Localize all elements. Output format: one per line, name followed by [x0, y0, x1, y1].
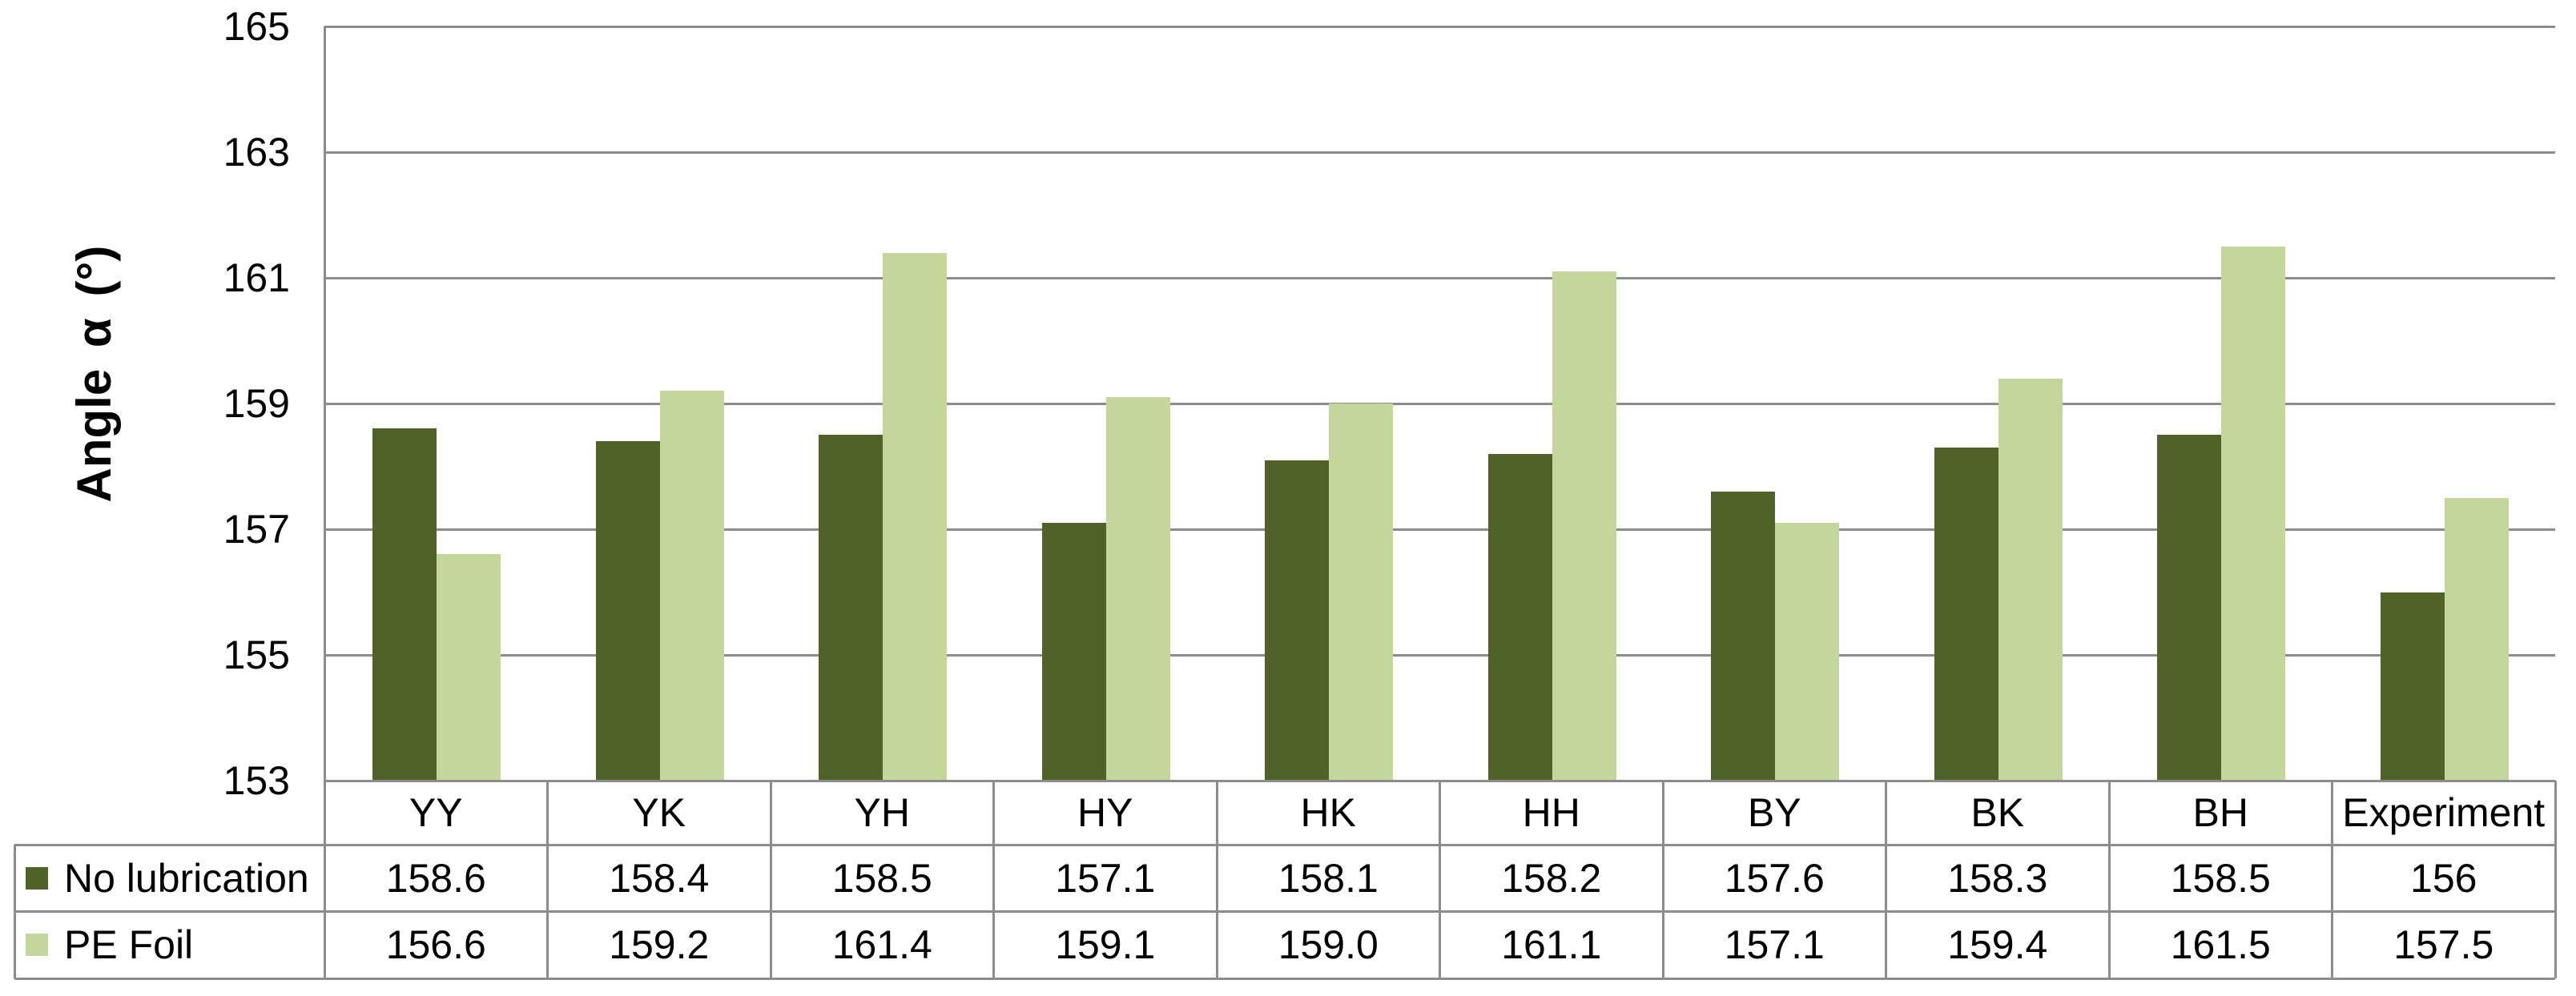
bar-pe-foil-yk: [659, 391, 724, 781]
table-value-cell: 158.2: [1501, 855, 1602, 901]
table-border-horizontal: [14, 977, 2555, 980]
gridline: [324, 25, 2555, 28]
table-column-divider: [1885, 781, 1887, 978]
gridline: [324, 151, 2555, 154]
category-header-cell: HK: [1300, 790, 1356, 835]
bar-no-lubrication-bh: [2157, 435, 2221, 781]
bar-no-lubrication-hh: [1487, 453, 1552, 781]
y-tick-label: 153: [223, 758, 290, 803]
table-value-cell: 157.6: [1724, 855, 1825, 901]
bar-pe-foil-hh: [1552, 271, 1616, 781]
table-border-right: [2554, 781, 2557, 978]
bar-no-lubrication-yh: [819, 435, 883, 781]
gridline: [324, 528, 2555, 531]
bar-no-lubrication-bk: [1934, 447, 1998, 781]
bar-no-lubrication-hk: [1265, 460, 1329, 781]
series-label-pe-foil: PE Foil: [14, 911, 324, 978]
category-header-cell: YK: [632, 790, 686, 835]
bar-pe-foil-yh: [883, 252, 947, 781]
y-tick-label: 155: [223, 633, 290, 677]
bar-pe-foil-hy: [1105, 397, 1170, 781]
series-name: No lubrication: [64, 855, 309, 901]
gridline: [324, 276, 2555, 279]
table-value-cell: 159.4: [1947, 922, 2048, 967]
table-value-cell: 159.1: [1055, 922, 1156, 967]
y-tick-label: 157: [223, 507, 290, 552]
series-label-no-lubrication: No lubrication: [14, 845, 324, 911]
bar-pe-foil-bh: [2221, 246, 2285, 781]
table-value-cell: 159.0: [1278, 922, 1379, 967]
table-column-divider: [769, 781, 772, 978]
bar-no-lubrication-by: [1711, 491, 1775, 781]
legend-key-pe-foil-icon: [26, 934, 48, 956]
bar-pe-foil-by: [1775, 523, 1839, 781]
table-border-left: [13, 845, 16, 978]
category-header-cell: HY: [1077, 790, 1133, 835]
table-value-cell: 156: [2410, 855, 2477, 901]
y-tick-label: 159: [223, 381, 290, 426]
table-column-divider: [2331, 781, 2333, 978]
table-value-cell: 159.2: [609, 922, 710, 967]
bar-no-lubrication-experiment: [2380, 592, 2445, 781]
category-header-cell: BY: [1747, 790, 1801, 835]
table-column-divider: [992, 781, 995, 978]
table-value-cell: 161.1: [1501, 922, 1602, 967]
bar-pe-foil-yy: [437, 554, 501, 781]
category-header-cell: BK: [1970, 790, 2025, 835]
bar-no-lubrication-yy: [372, 428, 437, 781]
table-value-cell: 158.1: [1278, 855, 1379, 901]
gridline: [324, 402, 2555, 405]
category-header-cell: HH: [1522, 790, 1580, 835]
y-tick-label: 165: [223, 4, 290, 49]
table-column-divider: [546, 781, 549, 978]
table-value-cell: 157.1: [1724, 922, 1825, 967]
table-column-divider: [1661, 781, 1664, 978]
category-header-cell: Experiment: [2342, 790, 2546, 835]
y-axis-title: Angle α (°): [67, 245, 121, 503]
table-value-cell: 158.5: [831, 855, 932, 901]
table-border-horizontal: [14, 910, 2555, 913]
table-column-divider: [1215, 781, 1218, 978]
y-tick-label: 163: [223, 130, 290, 175]
series-name: PE Foil: [64, 922, 194, 967]
table-value-cell: 156.6: [385, 922, 486, 967]
category-header-cell: YH: [854, 790, 910, 835]
table-value-cell: 157.5: [2393, 922, 2494, 967]
table-value-cell: 158.3: [1947, 855, 2048, 901]
table-value-cell: 157.1: [1055, 855, 1156, 901]
bar-pe-foil-bk: [1998, 378, 2063, 781]
y-axis-line: [323, 26, 326, 978]
category-header-cell: YY: [409, 790, 463, 835]
bar-no-lubrication-yk: [595, 441, 660, 781]
bar-pe-foil-experiment: [2444, 497, 2509, 781]
table-value-cell: 158.6: [385, 855, 486, 901]
table-border-horizontal: [14, 843, 2555, 846]
table-value-cell: 158.5: [2170, 855, 2271, 901]
table-column-divider: [2107, 781, 2111, 978]
gridline: [324, 653, 2555, 657]
table-value-cell: 161.5: [2170, 922, 2271, 967]
category-header-cell: BH: [2192, 790, 2248, 835]
y-tick-label: 161: [223, 255, 290, 300]
legend-key-no-lubrication-icon: [26, 866, 48, 890]
table-value-cell: 158.4: [609, 855, 710, 901]
table-column-divider: [1439, 781, 1441, 978]
table-value-cell: 161.4: [831, 922, 932, 967]
bar-pe-foil-hk: [1329, 404, 1393, 781]
bar-no-lubrication-hy: [1041, 523, 1106, 781]
